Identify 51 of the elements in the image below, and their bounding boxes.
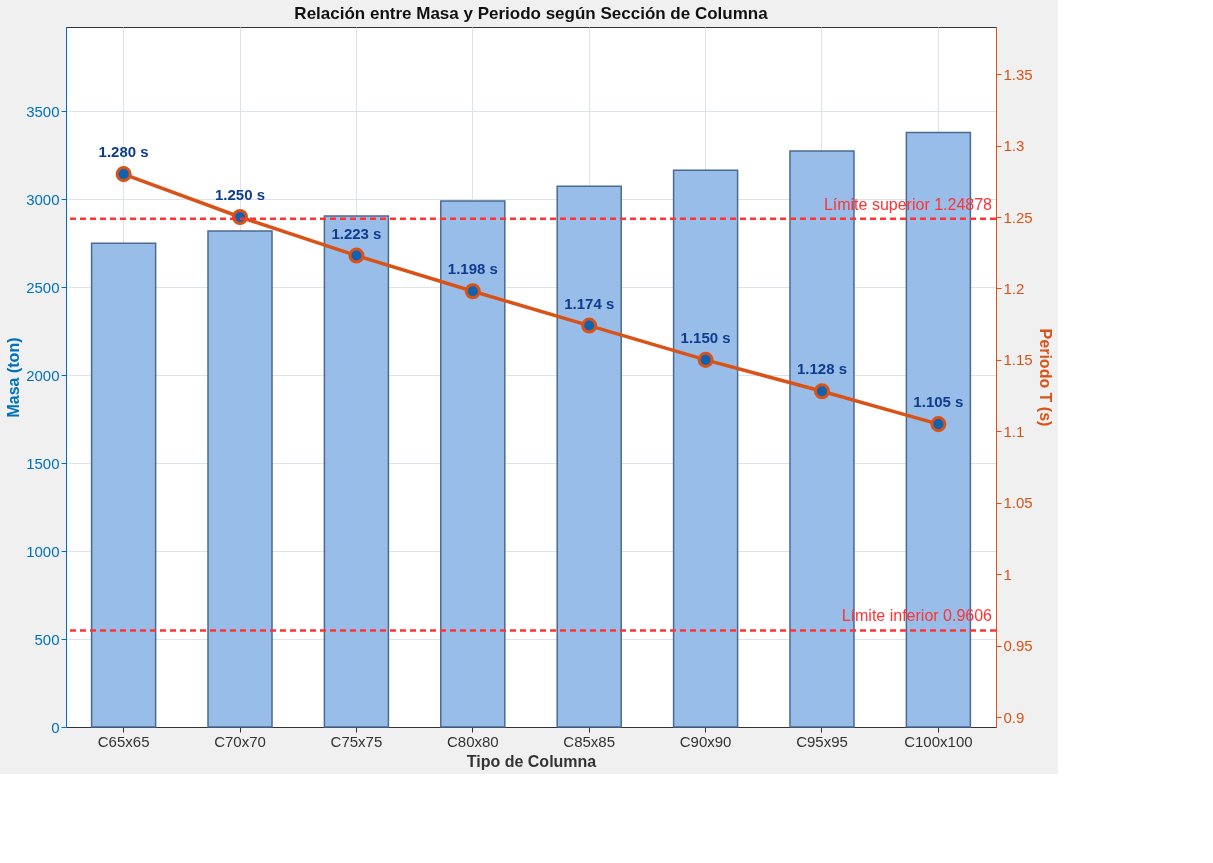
bar (207, 230, 273, 728)
bar (323, 215, 390, 728)
x-tick-label: C95x95 (796, 732, 848, 750)
x-tick-label: C70x70 (214, 732, 266, 750)
point (115, 166, 132, 183)
data-label: 1.174 s (564, 294, 615, 312)
bar (440, 200, 506, 728)
data-label: 1.280 s (98, 143, 149, 161)
data-label: 1.128 s (796, 360, 848, 378)
y-tick-label: 0 (51, 718, 60, 736)
x-tick-label: C85x85 (563, 732, 616, 750)
y2-tick-label: 1.35 (1003, 65, 1033, 83)
y2-tick-label: 1.3 (1003, 137, 1025, 155)
bar (672, 169, 739, 728)
data-label: 1.198 s (447, 260, 498, 278)
y-tick-label: 3000 (26, 190, 60, 208)
point (581, 317, 598, 334)
point (348, 247, 365, 264)
point (697, 351, 714, 368)
y2-tick-label: 1.2 (1003, 279, 1025, 297)
chart-title: Relación entre Masa y Periodo según Sección de Columna (294, 4, 769, 23)
y-tick-label: 2000 (26, 366, 60, 384)
data-label: 1.150 s (680, 328, 731, 346)
point (813, 383, 831, 400)
y2-tick-label: 1.1 (1003, 422, 1025, 440)
y-tick-label: 3500 (26, 102, 60, 120)
x-tick-label: C65x65 (97, 732, 150, 750)
y2-tick-label: 1.25 (1003, 208, 1033, 226)
point (464, 283, 481, 300)
y2-tick-label: 1.05 (1003, 494, 1033, 512)
x-tick-label: C90x90 (679, 732, 732, 750)
y2-tick-label: 1.15 (1003, 351, 1033, 369)
bar (556, 185, 622, 728)
bar (90, 242, 157, 728)
x-tick-label: C80x80 (446, 732, 499, 750)
data-label: 1.223 s (331, 224, 382, 242)
y2-tick-label: 0.9 (1003, 708, 1025, 726)
x-tick-label: C75x75 (330, 732, 383, 750)
point (930, 416, 947, 433)
y2-tick-label: 1 (1003, 565, 1012, 583)
x-axis-title: Tipo de Columna (466, 752, 597, 770)
y-tick-label: 1000 (26, 542, 60, 560)
y-tick-label: 500 (34, 630, 60, 648)
y-tick-label: 1500 (26, 454, 60, 472)
y2-tick-label: 0.95 (1003, 637, 1033, 655)
data-label: 1.105 s (913, 393, 964, 411)
y-axis-title: Masa (ton) (5, 337, 23, 418)
x-tick-label: C100x100 (904, 732, 973, 750)
y2-axis-title: Periodo T (s) (1036, 328, 1054, 427)
y-tick-label: 2500 (26, 278, 60, 296)
data-label: 1.250 s (214, 186, 266, 203)
